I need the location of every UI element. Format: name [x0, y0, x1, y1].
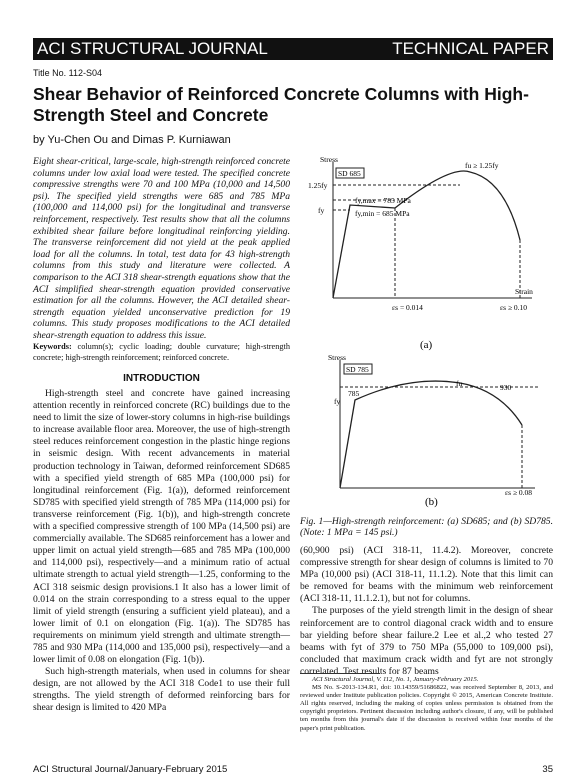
- paragraph: High-strength steel and concrete have ga…: [33, 388, 290, 666]
- footnote-ms: MS No. S-2013-134.R1, doi: 10.14359/5168…: [300, 684, 553, 732]
- section-heading: INTRODUCTION: [123, 373, 200, 384]
- label: fy: [334, 397, 340, 406]
- label: (b): [425, 496, 438, 508]
- figure-b-labels: Stress SD 785 fu 930 785 fy εs ≥ 0.08 (b…: [328, 353, 532, 508]
- title: Shear Behavior of Reinforced Concrete Co…: [33, 84, 529, 125]
- keywords-label: Keywords:: [33, 342, 72, 351]
- label: fy: [318, 206, 324, 215]
- header-bar: ACI STRUCTURAL JOURNAL TECHNICAL PAPER: [33, 38, 553, 60]
- label: SD 785: [346, 365, 369, 374]
- paragraph: The purposes of the yield strength limit…: [300, 605, 553, 677]
- label: 930: [500, 383, 512, 392]
- paragraph: Such high-strength materials, when used …: [33, 666, 290, 714]
- footnote-rule: [300, 673, 380, 674]
- keywords: Keywords: column(s); cyclic loading; dou…: [33, 342, 290, 363]
- label: 785: [348, 389, 360, 398]
- curve: [332, 170, 521, 299]
- body-right: (60,900 psi) (ACI 318-11, 11.4.2). Moreo…: [300, 545, 553, 678]
- figure-a-labels: Stress Strain SD 685 fu ≥ 1.25fy 1.25fy …: [308, 155, 533, 351]
- label: εs ≥ 0.10: [500, 303, 527, 312]
- curve: [339, 380, 523, 489]
- grade-box: [343, 363, 373, 375]
- label: εs ≥ 0.08: [505, 488, 532, 497]
- abstract: Eight shear-critical, large-scale, high-…: [33, 156, 290, 341]
- label: fu: [456, 379, 462, 388]
- figure-1: Stress Strain SD 685 fu ≥ 1.25fy 1.25fy …: [308, 155, 540, 508]
- footer-journal: ACI Structural Journal/January-February …: [33, 764, 228, 775]
- figure-caption: Fig. 1—High-strength reinforcement: (a) …: [300, 516, 553, 538]
- label: Stress: [328, 353, 346, 362]
- label: Strain: [515, 287, 533, 296]
- keywords-text: column(s); cyclic loading; double curvat…: [33, 342, 290, 362]
- label: (a): [420, 339, 433, 351]
- authors: by Yu-Chen Ou and Dimas P. Kurniawan: [33, 134, 231, 146]
- label: fu ≥ 1.25fy: [465, 161, 499, 170]
- section-name: TECHNICAL PAPER: [392, 39, 549, 58]
- label: fy,min = 685 MPa: [355, 209, 410, 218]
- paragraph: (60,900 psi) (ACI 318-11, 11.4.2). Moreo…: [300, 545, 553, 605]
- grade-box: [335, 167, 365, 179]
- label: εs = 0.014: [392, 303, 423, 312]
- title-no: Title No. 112-S04: [33, 68, 103, 78]
- label: SD 685: [338, 169, 361, 178]
- page-number: 35: [542, 764, 553, 775]
- body-left: High-strength steel and concrete have ga…: [33, 388, 290, 715]
- label: 1.25fy: [308, 181, 328, 190]
- figure-b: [339, 360, 540, 489]
- figure-a: [332, 162, 532, 299]
- label: fy,max = 785 MPa: [355, 196, 411, 205]
- journal-name: ACI STRUCTURAL JOURNAL: [37, 39, 268, 58]
- footnote-journal: ACI Structural Journal, V. 112, No. 1, J…: [312, 676, 479, 683]
- label: Stress: [320, 155, 338, 164]
- footnote: ACI Structural Journal, V. 112, No. 1, J…: [300, 676, 553, 733]
